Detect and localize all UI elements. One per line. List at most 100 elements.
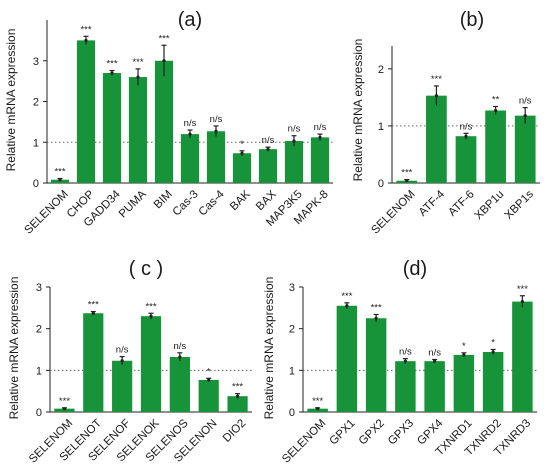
- significance-label: ***: [145, 301, 156, 312]
- category-label: GPX3: [386, 417, 416, 447]
- y-tick-label: 0: [36, 407, 42, 419]
- significance-label: n/s: [460, 121, 473, 132]
- mean-point: [433, 359, 437, 363]
- significance-label: n/s: [288, 124, 301, 135]
- significance-label: ***: [232, 382, 243, 393]
- mean-point: [523, 114, 527, 118]
- y-tick-label: 3: [36, 282, 42, 294]
- mean-point: [207, 378, 211, 382]
- mean-point: [120, 359, 124, 363]
- y-tick-label: 3: [33, 56, 39, 68]
- mean-point: [188, 132, 192, 136]
- y-axis-label: Relative mRNA expression: [4, 29, 18, 172]
- bar: [426, 95, 447, 183]
- bar: [455, 136, 477, 183]
- mean-point: [405, 179, 409, 183]
- mean-point: [214, 129, 218, 133]
- significance-label: ***: [106, 59, 117, 70]
- y-axis-label: Relative mRNA expression: [351, 39, 365, 182]
- category-label: Cas-3: [171, 188, 201, 218]
- significance-label: *: [462, 341, 466, 352]
- mean-point: [149, 314, 153, 318]
- bar: [102, 72, 122, 183]
- significance-label: ***: [371, 303, 382, 314]
- bar: [76, 40, 96, 183]
- y-tick-label: 2: [289, 324, 295, 336]
- mean-point: [520, 299, 524, 304]
- y-tick-label: 1: [36, 365, 42, 377]
- panel-2: ( c )Relative mRNA expression 0123***SELE…: [7, 258, 252, 466]
- panel-3: (d) Relative mRNA expression 0 1 2 3 *** SELENO…: [262, 258, 537, 466]
- category-label: BAK: [228, 188, 253, 213]
- mean-point: [316, 407, 320, 411]
- y-axis-label: Relative mRNA expression: [262, 277, 276, 420]
- mean-point: [84, 38, 88, 42]
- bar: [395, 361, 416, 412]
- category-label: SELENOM: [23, 188, 71, 236]
- y-tick-label: 1: [33, 137, 39, 149]
- y-tick-label: 2: [378, 64, 384, 76]
- bar: [336, 305, 358, 412]
- category-label: XBP1s: [503, 188, 537, 222]
- mean-point: [292, 139, 296, 143]
- significance-label: ***: [59, 396, 70, 407]
- mean-point: [58, 178, 62, 182]
- mean-point: [318, 135, 322, 139]
- significance-label: n/s: [428, 348, 441, 359]
- y-tick-label: 3: [289, 282, 295, 294]
- category-label: ATF-4: [417, 188, 448, 219]
- significance-label: n/s: [116, 345, 129, 356]
- significance-label: ***: [431, 74, 442, 85]
- category-label: SELENOM: [280, 417, 328, 465]
- bar: [365, 318, 387, 412]
- bar: [453, 354, 475, 412]
- bar: [485, 110, 506, 183]
- bar: [54, 408, 75, 412]
- bar: [206, 131, 226, 183]
- category-label: XBP1u: [473, 188, 507, 222]
- y-tick-label: 1: [289, 365, 295, 377]
- bar: [140, 316, 162, 412]
- mean-point: [91, 311, 95, 315]
- y-tick-label: 0: [378, 178, 384, 190]
- y-tick-label: 0: [33, 178, 39, 190]
- mean-point: [374, 316, 378, 320]
- bar: [227, 396, 248, 412]
- y-axis-label: Relative mRNA expression: [7, 277, 21, 420]
- bar: [198, 379, 219, 412]
- y-tick-label: 2: [33, 97, 39, 109]
- y-tick-label: 1: [378, 121, 384, 133]
- significance-label: n/s: [184, 118, 197, 129]
- category-label: SELENOM: [369, 188, 417, 236]
- significance-label: n/s: [262, 135, 275, 146]
- bar: [83, 313, 104, 412]
- mean-point: [464, 134, 468, 138]
- bar: [258, 149, 278, 183]
- significance-label: ***: [80, 24, 91, 35]
- panel-1: (b) Relative mRNA expression 0 1 2 *** SELENOM…: [351, 9, 540, 237]
- significance-label: ***: [341, 291, 352, 302]
- bar: [154, 60, 174, 183]
- mean-point: [266, 147, 270, 151]
- significance-label: *: [491, 338, 495, 349]
- significance-label: n/s: [210, 114, 223, 125]
- panel-0: (a) Relative mRNA expression 0 1 2 3 *** SELENO…: [4, 9, 333, 237]
- bar: [307, 408, 328, 412]
- significance-label: ***: [132, 57, 143, 68]
- bar: [482, 352, 504, 412]
- mean-point: [403, 359, 407, 363]
- significance-label: ***: [158, 33, 169, 44]
- significance-label: ***: [88, 300, 99, 311]
- bar: [128, 77, 148, 183]
- bar: [169, 357, 190, 412]
- significance-label: n/s: [519, 96, 532, 107]
- category-label: GPX1: [328, 417, 358, 447]
- mean-point: [434, 94, 438, 98]
- y-tick-label: 2: [36, 324, 42, 336]
- mean-point: [136, 75, 140, 79]
- mean-point: [240, 151, 244, 155]
- category-label: DIO2: [221, 417, 248, 444]
- bar: [424, 361, 445, 412]
- mean-point: [110, 71, 114, 75]
